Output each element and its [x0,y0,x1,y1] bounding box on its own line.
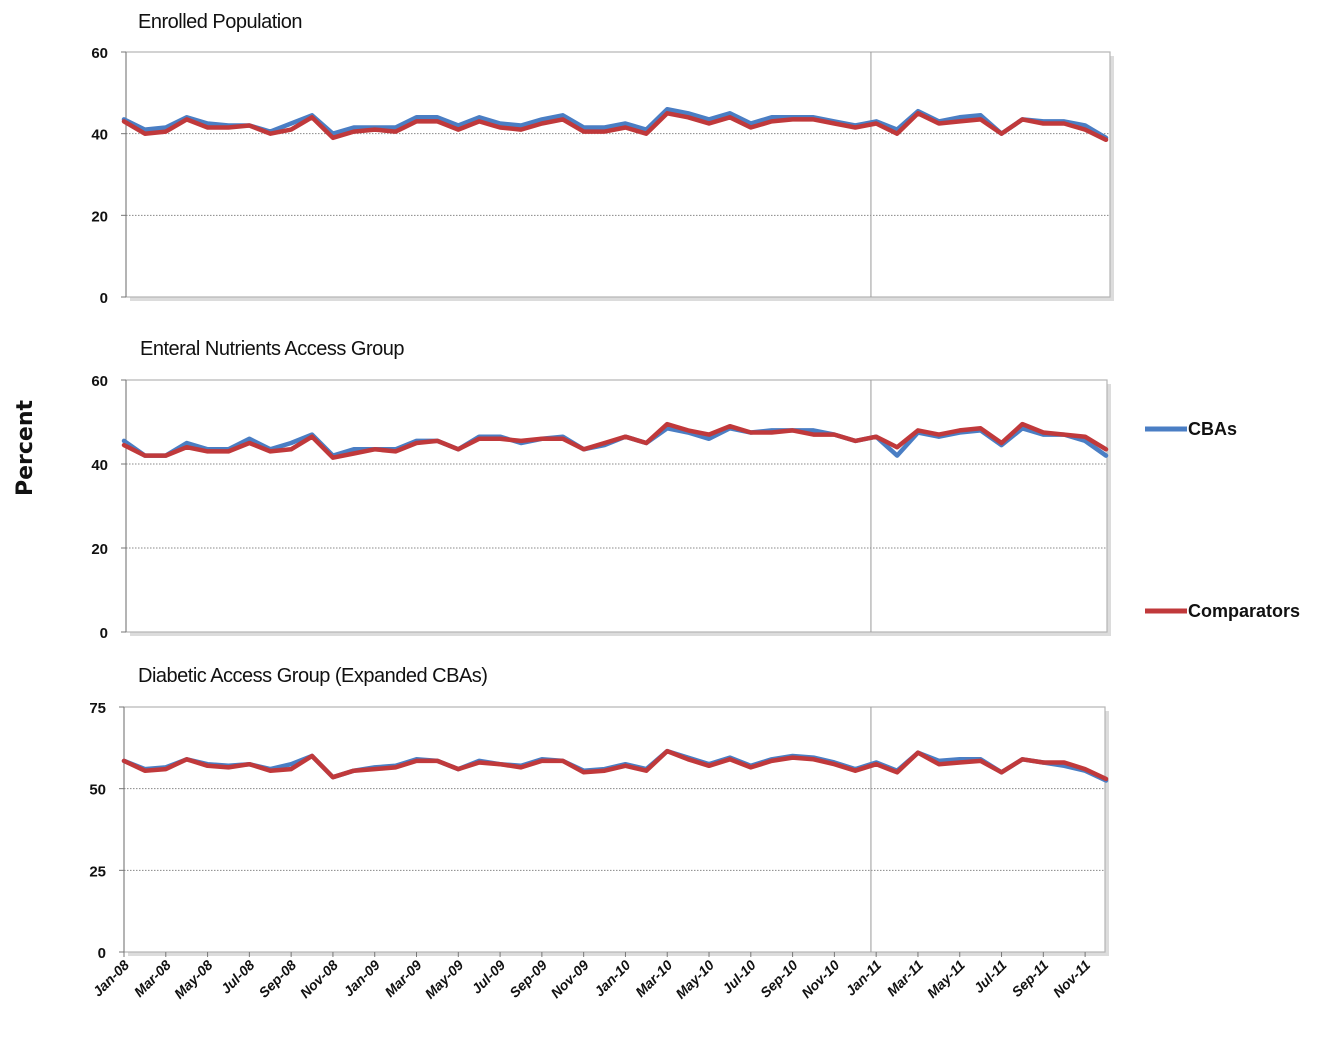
y-tick-label: 40 [91,457,108,474]
y-axis-label: Percent [13,400,38,497]
y-tick-label: 40 [91,127,108,144]
x-tick-label: Nov-08 [297,957,341,1001]
x-tick-label: Jul-11 [970,957,1009,996]
series-line-comparators [121,111,1109,143]
x-tick-label: Jan-10 [591,957,634,1000]
x-tick-label: Sep-11 [1008,957,1051,1000]
x-tick-label: Jul-10 [719,957,759,997]
y-tick-label: 20 [91,541,108,558]
y-tick-label: 20 [91,208,108,225]
x-tick-label: Jan-08 [89,957,132,1000]
x-tick-label: Mar-09 [381,957,424,1000]
y-tick-label: 25 [89,863,106,880]
x-tick-label: Nov-11 [1050,957,1094,1001]
x-tick-label: Nov-09 [547,957,591,1001]
x-tick-label: Jul-08 [218,957,258,997]
legend-label-cbas: CBAs [1188,419,1237,439]
y-tick-label: 50 [89,782,106,799]
x-tick-label: Mar-10 [632,957,675,1000]
x-tick-label: May-11 [924,957,968,1001]
chart-panel-2: Enteral Nutrients Access Group 0 20 40 60 [91,338,1111,642]
series-line-cbas [121,106,1109,141]
x-tick-label: May-09 [422,957,467,1002]
x-tick-label: May-10 [672,957,717,1002]
chart-panel-1: Enrolled Population 0 20 40 60 [91,11,1114,307]
series-line-comparators [121,421,1109,460]
x-tick-label: Mar-11 [884,957,927,1000]
y-tick-label: 0 [100,625,108,642]
series-line-comparators [121,748,1109,782]
x-tick-label: Jan-11 [842,957,884,999]
x-tick-label: Nov-10 [798,957,842,1001]
chart-panel-3: Diabetic Access Group (Expanded CBAs) 0 25… [89,665,1109,962]
legend: CBAs Comparators [1145,419,1300,621]
y-tick-label: 60 [91,45,108,62]
plot-area [125,379,1108,633]
x-tick-label: May-08 [171,957,216,1002]
y-tick-label: 60 [91,373,108,390]
plot-area [125,51,1111,298]
panel-title: Enteral Nutrients Access Group [140,338,404,360]
panel-title: Diabetic Access Group (Expanded CBAs) [138,665,487,687]
x-tick-label: Jan-09 [340,957,383,1000]
panel-title: Enrolled Population [138,11,302,33]
x-tick-label: Mar-08 [131,957,174,1000]
plot-area [123,706,1106,953]
y-tick-label: 0 [100,290,108,307]
y-tick-label: 0 [98,945,106,962]
y-tick-label: 75 [89,700,106,717]
legend-label-comparators: Comparators [1188,601,1300,621]
x-tick-label: Sep-10 [757,957,801,1001]
x-tick-label: Sep-09 [506,957,550,1001]
x-tick-label: Sep-08 [255,957,299,1001]
x-tick-label: Jul-09 [468,957,508,997]
